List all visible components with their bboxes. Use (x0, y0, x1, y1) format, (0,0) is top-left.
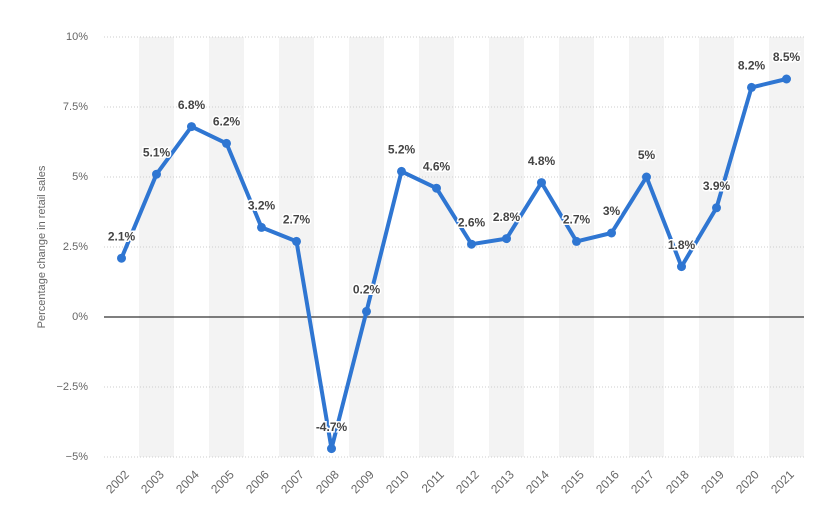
band (769, 37, 804, 457)
value-label: 3% (603, 204, 621, 218)
value-label: -4.7% (316, 420, 348, 434)
x-tick-label: 2021 (768, 467, 797, 496)
x-tick-label: 2002 (103, 467, 132, 496)
band (139, 37, 174, 457)
value-label: 8.2% (738, 59, 766, 73)
point (677, 262, 686, 272)
value-label: 8.5% (773, 50, 801, 64)
y-tick-label: −2.5% (57, 381, 89, 393)
point (257, 222, 266, 232)
band (419, 37, 454, 457)
x-tick-label: 2003 (138, 467, 167, 496)
y-axis-label: Percentage change in retail sales (36, 165, 48, 328)
x-tick-label: 2016 (593, 467, 622, 496)
point (572, 236, 581, 246)
x-tick-label: 2017 (628, 467, 657, 496)
band (559, 37, 594, 457)
band (349, 37, 384, 457)
point (502, 234, 511, 244)
value-label: 2.7% (563, 213, 591, 227)
point (642, 172, 651, 182)
point (537, 178, 546, 188)
y-tick-label: 10% (66, 31, 88, 43)
value-label: 2.7% (283, 213, 311, 227)
y-tick-label: 2.5% (63, 241, 88, 253)
point (607, 228, 616, 238)
point (117, 253, 126, 263)
y-tick-label: 0% (72, 311, 88, 323)
x-tick-label: 2012 (453, 467, 482, 496)
point (432, 183, 441, 193)
band (629, 37, 664, 457)
point (397, 166, 406, 176)
line (119, 77, 787, 451)
y-tick-label: 7.5% (63, 101, 88, 113)
x-tick-label: 2015 (558, 467, 587, 496)
point (782, 74, 791, 84)
point (747, 82, 756, 92)
x-tick-label: 2013 (488, 467, 517, 496)
value-label: 2.1% (108, 229, 136, 243)
x-tick-label: 2009 (348, 467, 377, 496)
x-tick-label: 2010 (383, 467, 412, 496)
x-tick-label: 2020 (733, 467, 762, 496)
point (187, 122, 196, 132)
value-label: 3.2% (248, 199, 276, 213)
point (712, 203, 721, 213)
point (467, 239, 476, 249)
x-tick-label: 2014 (523, 467, 552, 496)
value-label: 6.2% (213, 115, 241, 129)
value-label: 5.1% (143, 145, 171, 159)
x-tick-label: 2018 (663, 467, 692, 496)
x-tick-label: 2005 (208, 467, 237, 496)
x-tick-label: 2006 (243, 467, 272, 496)
x-tick-label: 2011 (419, 467, 447, 495)
value-label: 5% (638, 148, 656, 162)
value-label: 1.8% (668, 238, 696, 252)
value-label: 2.6% (458, 215, 486, 229)
x-tick-label: 2004 (173, 467, 202, 496)
value-label: 3.9% (703, 179, 731, 193)
value-label: 2.8% (493, 210, 521, 224)
y-tick-label: 5% (72, 171, 88, 183)
point (362, 306, 371, 316)
value-label: 4.6% (423, 159, 451, 173)
y-tick-label: −5% (66, 451, 89, 463)
band (209, 37, 244, 457)
value-label: 4.8% (528, 154, 556, 168)
x-tick-label: 2007 (278, 467, 307, 496)
point (222, 138, 231, 148)
value-label: 5.2% (388, 143, 416, 157)
value-label: 0.2% (353, 283, 381, 297)
point (152, 169, 161, 179)
point (292, 236, 301, 246)
value-label: 6.8% (178, 98, 206, 112)
x-tick-label: 2008 (313, 467, 342, 496)
x-tick-label: 2019 (698, 467, 727, 496)
point (327, 444, 336, 454)
